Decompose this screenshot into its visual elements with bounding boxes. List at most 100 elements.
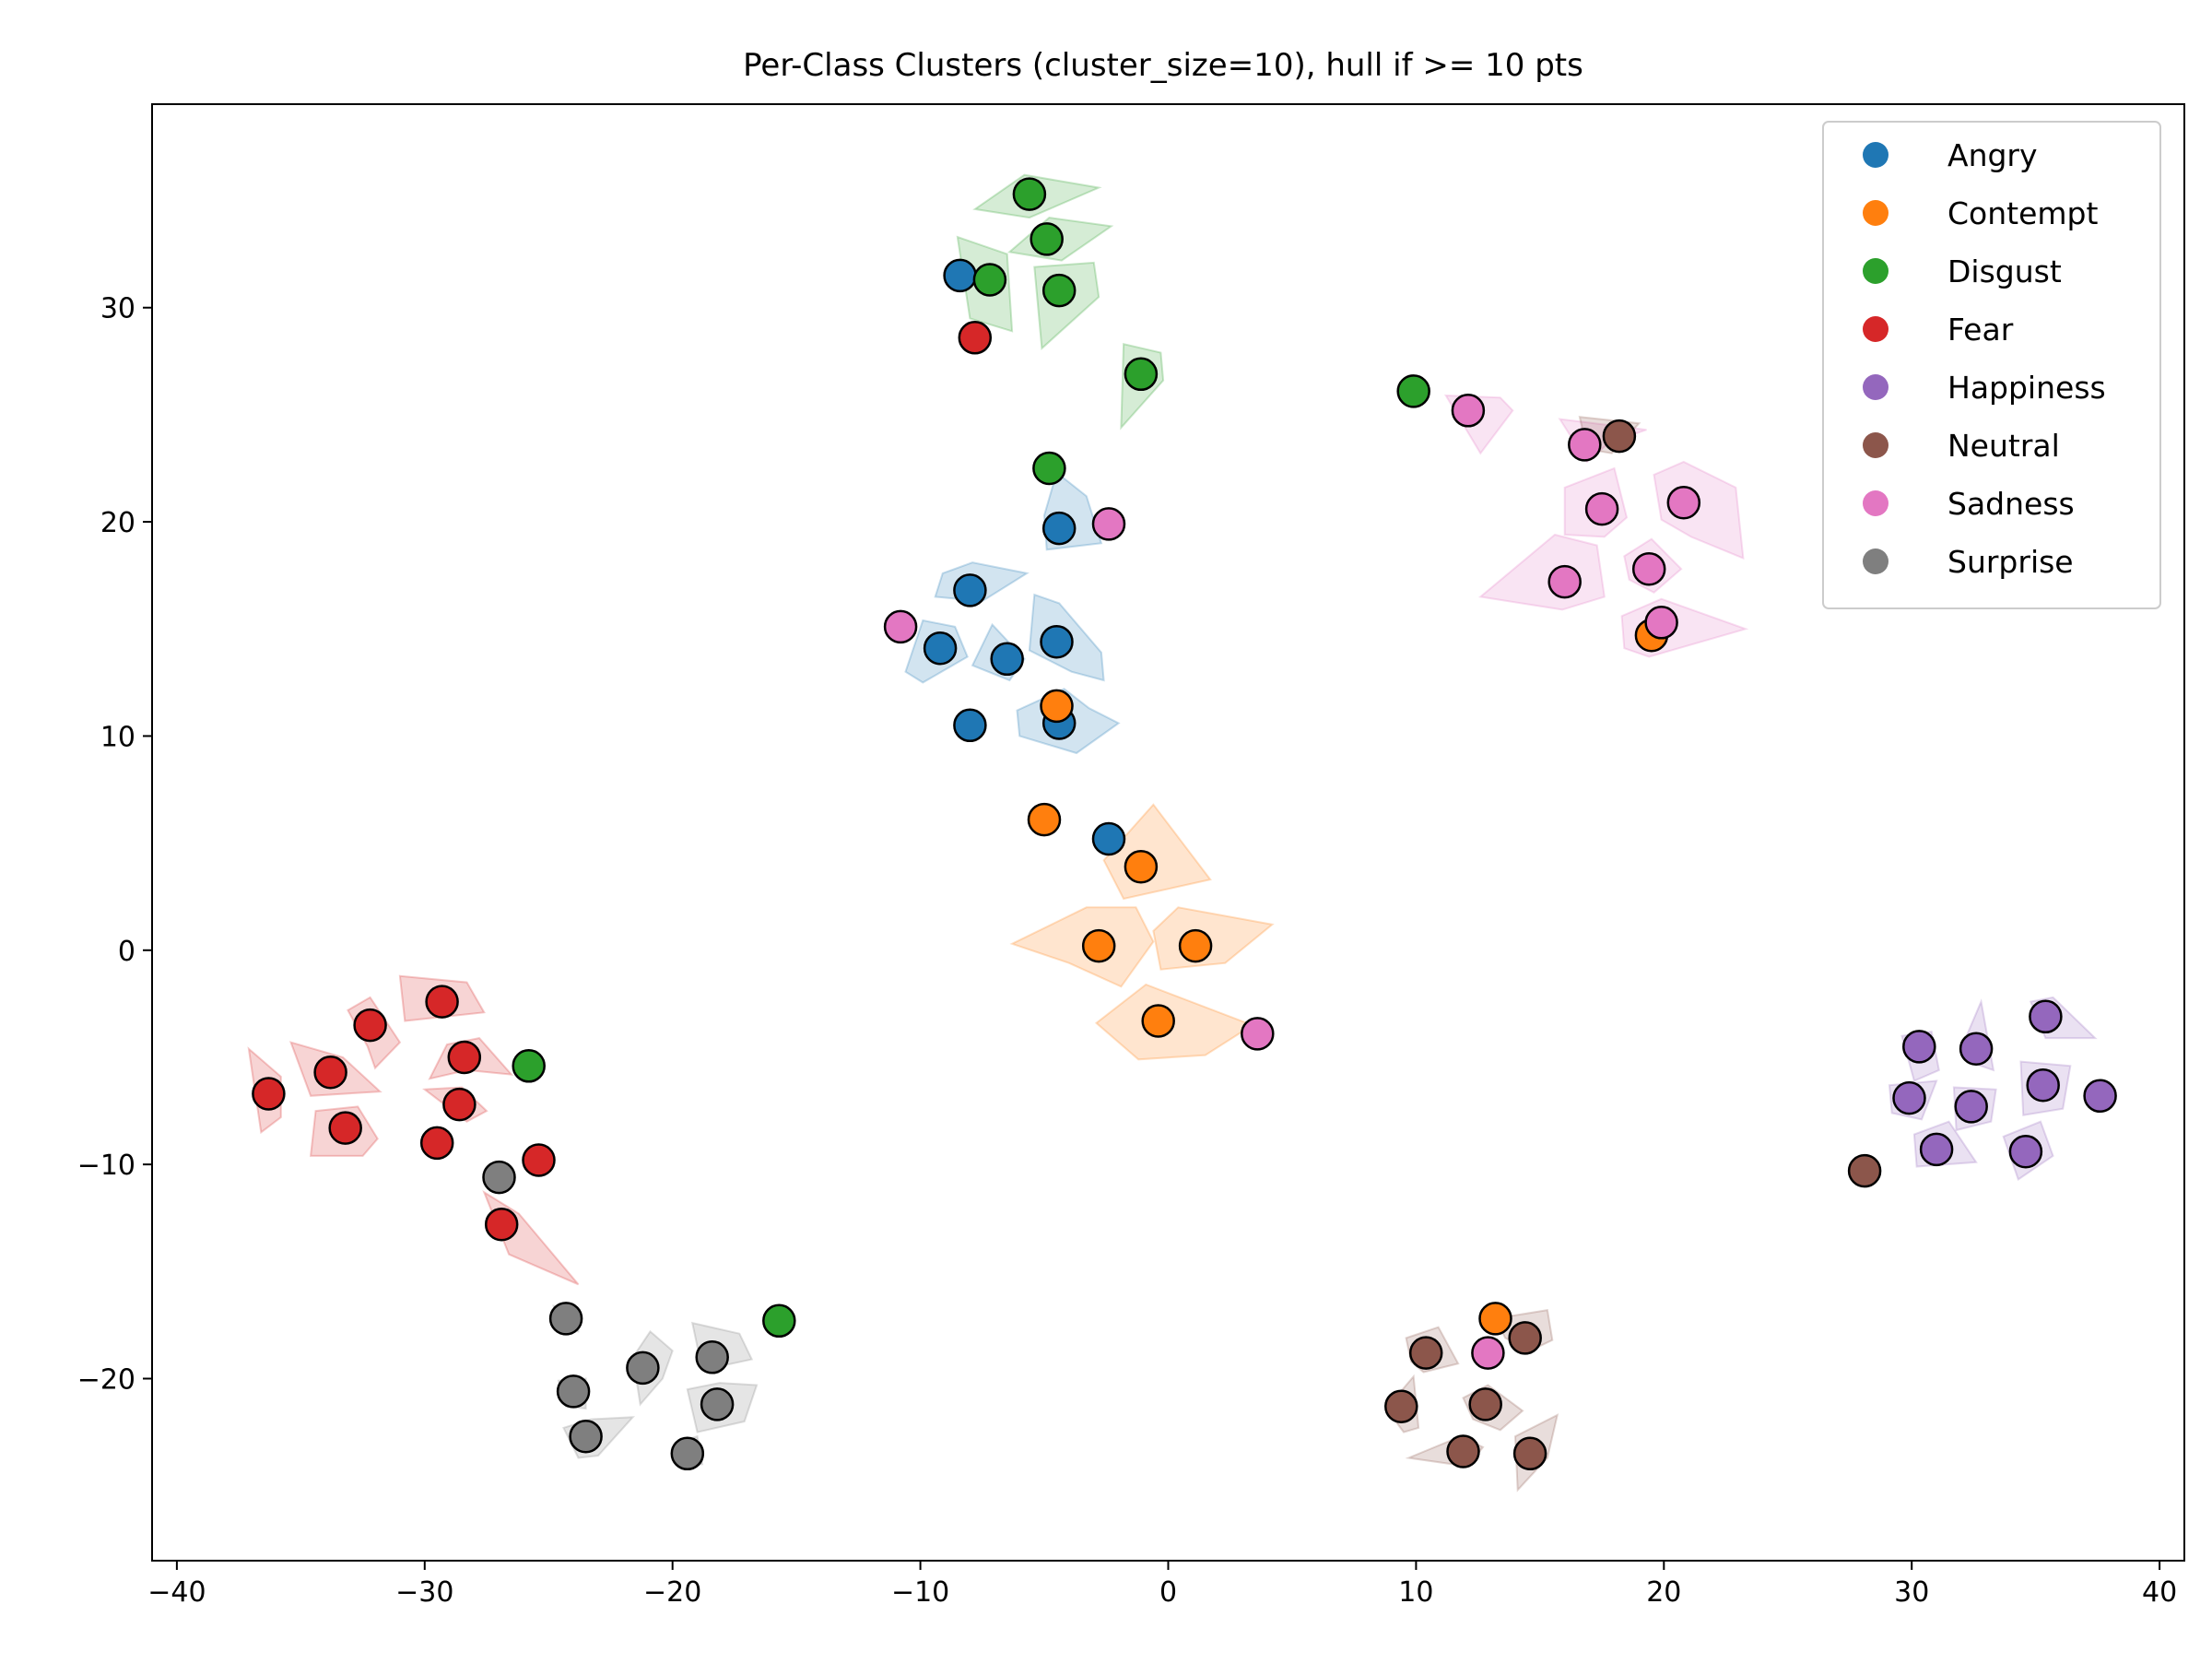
legend-marker (1863, 432, 1888, 458)
legend-label: Angry (1947, 137, 2038, 173)
point-sadness (1241, 1017, 1275, 1051)
point-fear (313, 1055, 347, 1090)
point-fear (353, 1008, 387, 1043)
point-contempt (1124, 849, 1159, 884)
point-happiness (1959, 1032, 1994, 1066)
point-sadness (1568, 428, 1602, 462)
y-tick-label: 10 (100, 721, 135, 753)
point-happiness (1919, 1132, 1954, 1167)
point-angry (1041, 511, 1077, 546)
legend-marker (1863, 316, 1888, 342)
y-tick-label: −20 (77, 1364, 135, 1397)
point-sadness (1451, 394, 1486, 428)
point-neutral (1468, 1387, 1502, 1421)
point-angry (1091, 821, 1126, 856)
point-fear (958, 321, 993, 355)
point-disgust (972, 263, 1007, 297)
point-contempt (1027, 802, 1062, 837)
point-happiness (2008, 1134, 2043, 1169)
x-tick-label: −20 (643, 1576, 701, 1609)
point-disgust (512, 1049, 546, 1083)
point-contempt (1141, 1004, 1175, 1038)
y-tick-label: 20 (100, 507, 135, 539)
legend-label: Contempt (1947, 195, 2098, 231)
point-contempt (1081, 928, 1116, 963)
legend-marker (1863, 374, 1888, 400)
point-sadness (1644, 606, 1678, 640)
point-angry (943, 258, 977, 293)
point-angry (923, 631, 958, 666)
legend-marker (1863, 548, 1888, 574)
point-sadness (1666, 485, 1701, 520)
x-tick-label: 30 (1894, 1576, 1929, 1609)
legend-label: Surprise (1947, 544, 2074, 580)
point-surprise (548, 1302, 583, 1336)
legend-label: Disgust (1947, 254, 2062, 289)
legend-label: Fear (1947, 312, 2014, 348)
point-surprise (569, 1419, 603, 1454)
point-sadness (883, 609, 918, 644)
x-tick-label: −10 (891, 1576, 949, 1609)
x-tick-label: −30 (395, 1576, 453, 1609)
point-contempt (1478, 1302, 1512, 1336)
point-happiness (1954, 1090, 1988, 1124)
point-surprise (556, 1374, 591, 1409)
point-surprise (626, 1350, 660, 1386)
point-neutral (1602, 419, 1637, 454)
x-tick-label: 10 (1398, 1576, 1433, 1609)
point-neutral (1384, 1389, 1418, 1423)
point-sadness (1631, 551, 1666, 586)
legend-marker (1863, 200, 1888, 226)
x-tick-label: 20 (1646, 1576, 1681, 1609)
point-fear (419, 1126, 454, 1161)
point-disgust (1012, 177, 1047, 211)
y-tick-label: 30 (100, 293, 135, 325)
point-contempt (1040, 689, 1074, 724)
point-surprise (670, 1436, 705, 1471)
point-disgust (1124, 357, 1159, 392)
legend-marker (1863, 142, 1888, 168)
y-tick-label: 0 (118, 936, 135, 968)
point-surprise (482, 1160, 516, 1195)
point-fear (425, 985, 459, 1019)
chart-title: Per-Class Clusters (cluster_size=10), hu… (743, 47, 1583, 84)
legend-label: Neutral (1947, 428, 2060, 464)
x-tick-label: 40 (2142, 1576, 2177, 1609)
point-sadness (1547, 564, 1582, 599)
point-neutral (1512, 1436, 1547, 1471)
x-tick-label: −40 (147, 1576, 206, 1609)
point-disgust (1032, 451, 1066, 486)
point-contempt (1178, 928, 1213, 963)
point-sadness (1584, 491, 1619, 526)
x-tick-label: 0 (1159, 1576, 1177, 1609)
point-fear (328, 1111, 362, 1145)
point-neutral (1408, 1336, 1443, 1370)
legend-box (1822, 121, 2161, 609)
point-disgust (1396, 374, 1430, 408)
point-surprise (700, 1387, 735, 1421)
point-surprise (695, 1340, 729, 1374)
point-angry (990, 642, 1024, 677)
point-fear (484, 1207, 519, 1242)
legend-marker (1863, 258, 1888, 284)
point-fear (442, 1087, 477, 1122)
point-neutral (1847, 1153, 1882, 1188)
point-disgust (1041, 273, 1077, 308)
point-happiness (2026, 1067, 2060, 1103)
point-neutral (1508, 1321, 1542, 1355)
point-happiness (1902, 1030, 1936, 1064)
point-disgust (762, 1303, 796, 1339)
point-angry (953, 708, 987, 743)
point-happiness (2083, 1079, 2117, 1114)
point-sadness (1091, 507, 1126, 541)
point-angry (1040, 624, 1074, 659)
point-fear (252, 1077, 286, 1111)
point-disgust (1030, 222, 1064, 256)
legend-marker (1863, 490, 1888, 516)
legend-label: Happiness (1947, 370, 2106, 406)
point-fear (522, 1143, 556, 1177)
y-tick-label: −10 (77, 1150, 135, 1182)
point-sadness (1471, 1336, 1505, 1370)
